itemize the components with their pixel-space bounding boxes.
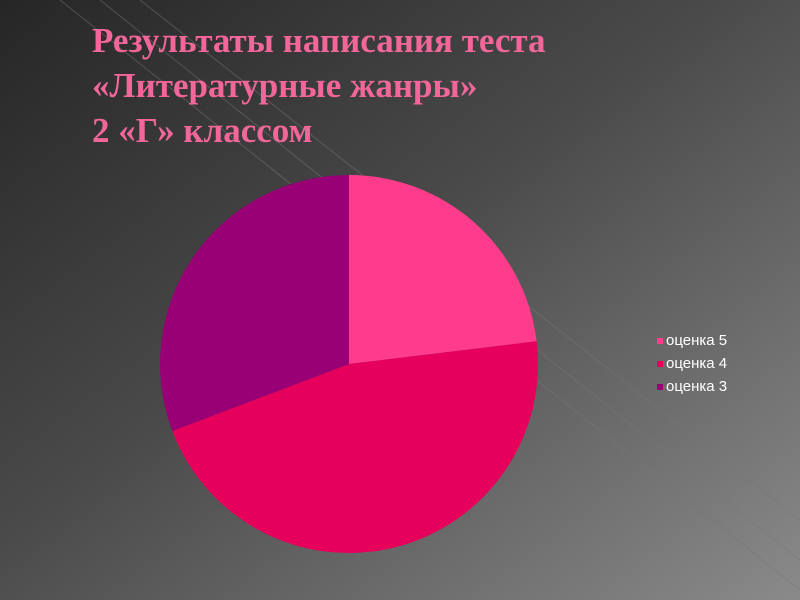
legend-swatch xyxy=(657,384,663,390)
chart-title: «Литературные жанры» xyxy=(92,66,477,105)
legend: оценка 5 оценка 4 оценка 3 xyxy=(657,332,727,395)
legend-label: оценка 5 xyxy=(666,332,727,349)
legend-label: оценка 3 xyxy=(666,378,727,395)
legend-swatch xyxy=(657,361,663,367)
chart-title: Результаты написания теста xyxy=(92,21,546,60)
legend-swatch xyxy=(657,338,663,344)
pie xyxy=(160,175,538,553)
pie-slice xyxy=(172,341,538,553)
legend-label: оценка 4 xyxy=(666,355,727,372)
pie-slice xyxy=(160,175,349,432)
title-group: Результаты написания теста «Литературные … xyxy=(92,21,546,150)
pie-slice xyxy=(349,175,537,364)
chart-title: 2 «Г» классом xyxy=(92,111,312,150)
